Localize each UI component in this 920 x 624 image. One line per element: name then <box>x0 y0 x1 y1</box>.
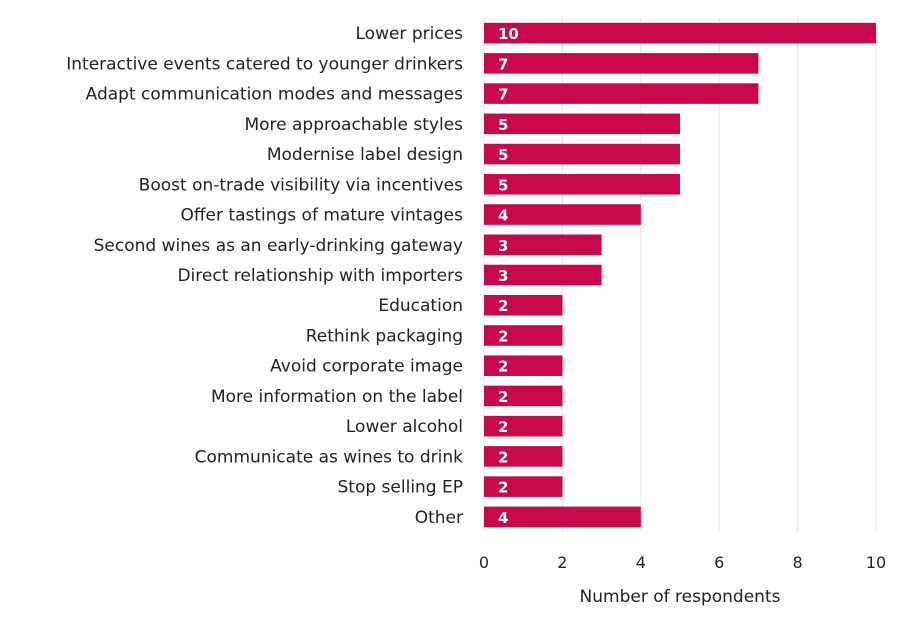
bar-value-label: 2 <box>498 327 508 345</box>
category-label: Education <box>378 296 463 316</box>
category-label: Offer tastings of mature vintages <box>180 206 463 226</box>
bar <box>484 355 563 376</box>
bar-value-label: 5 <box>498 146 508 164</box>
category-label: Stop selling EP <box>338 478 464 498</box>
bar <box>484 83 759 104</box>
bar-value-label: 7 <box>498 55 508 73</box>
category-label: Lower alcohol <box>346 417 463 437</box>
bar-value-label: 5 <box>498 116 508 134</box>
x-tick-label: 6 <box>714 553 724 572</box>
category-label: Lower prices <box>356 24 464 44</box>
category-label: Avoid corporate image <box>270 357 463 377</box>
bar-value-label: 2 <box>498 479 508 497</box>
bar-value-label: 10 <box>498 25 519 43</box>
bar <box>484 53 759 74</box>
category-label: Rethink packaging <box>306 326 463 346</box>
bars: 10 7 7 5 5 5 4 3 3 2 2 2 2 2 2 2 4 <box>484 22 876 528</box>
x-axis-ticks: 0 2 4 6 8 10 <box>479 553 886 572</box>
bar-value-label: 2 <box>498 388 508 406</box>
bar <box>484 325 563 346</box>
bar <box>484 294 563 316</box>
bar-value-label: 2 <box>498 358 508 376</box>
x-axis-title: Number of respondents <box>580 587 781 607</box>
bar <box>484 143 680 165</box>
category-label: Boost on-trade visibility via incentives <box>139 175 463 195</box>
category-label: More approachable styles <box>244 115 463 135</box>
x-tick-label: 10 <box>866 553 886 572</box>
x-tick-label: 8 <box>793 553 803 572</box>
bar-value-label: 3 <box>498 267 508 285</box>
category-labels: Lower prices Interactive events catered t… <box>66 24 463 528</box>
category-label: Interactive events catered to younger dr… <box>66 54 463 74</box>
bar-value-label: 2 <box>498 448 508 466</box>
bar <box>484 234 602 256</box>
category-label: Direct relationship with importers <box>177 266 463 286</box>
bar-value-label: 3 <box>498 237 508 255</box>
bar <box>484 174 680 195</box>
bar <box>484 476 563 497</box>
bar <box>484 506 641 528</box>
bar-value-label: 2 <box>498 297 508 315</box>
bar <box>484 113 680 135</box>
bar <box>484 385 563 407</box>
category-label: Adapt communication modes and messages <box>86 85 464 105</box>
bar <box>484 264 602 286</box>
category-label: Communicate as wines to drink <box>195 447 464 467</box>
bar <box>484 22 876 44</box>
category-label: Second wines as an early-drinking gatewa… <box>94 236 463 256</box>
x-tick-label: 0 <box>479 553 489 572</box>
bar-value-label: 2 <box>498 418 508 436</box>
bar-value-label: 5 <box>498 176 508 194</box>
bar <box>484 446 563 467</box>
bar-value-label: 7 <box>498 86 508 104</box>
category-label: Other <box>415 508 463 528</box>
bar-value-label: 4 <box>498 509 508 527</box>
x-tick-label: 2 <box>557 553 567 572</box>
category-label: More information on the label <box>211 387 463 407</box>
bar-value-label: 4 <box>498 207 508 225</box>
category-label: Modernise label design <box>267 145 463 165</box>
bar <box>484 204 641 225</box>
x-tick-label: 4 <box>636 553 646 572</box>
bar <box>484 415 563 437</box>
